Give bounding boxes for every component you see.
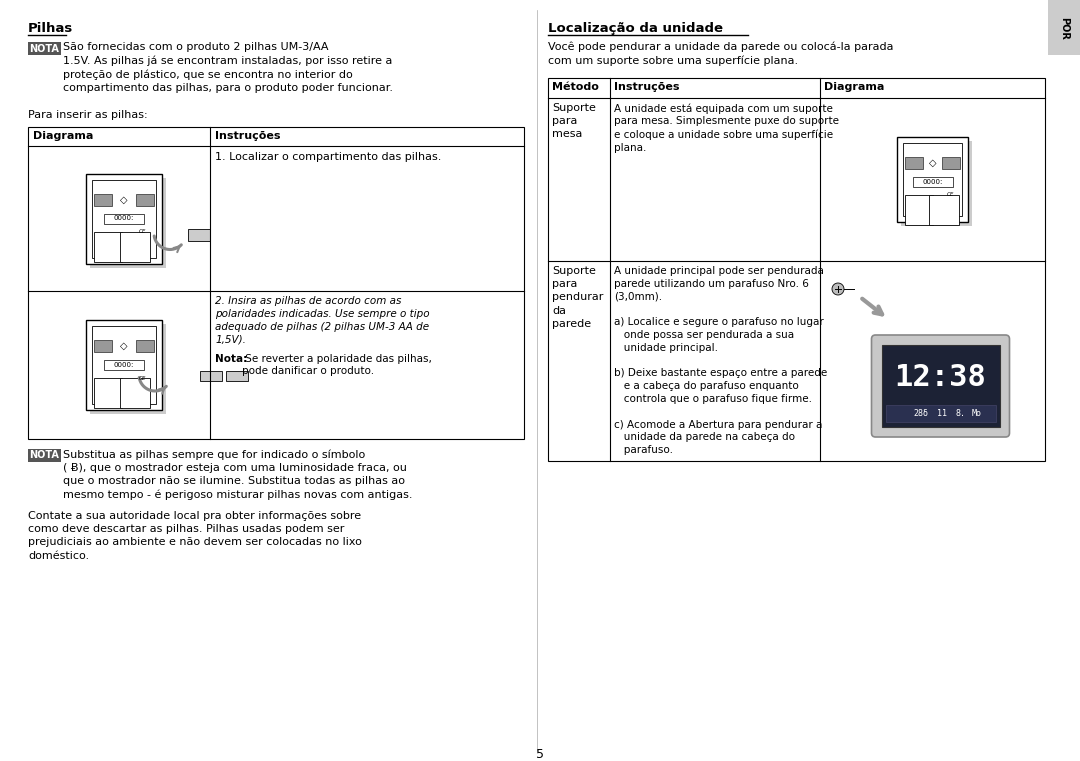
Bar xyxy=(905,157,922,169)
Text: 8.: 8. xyxy=(956,409,966,419)
Text: Pilhas: Pilhas xyxy=(28,22,73,35)
Bar xyxy=(86,320,162,410)
Bar xyxy=(94,193,112,205)
Bar xyxy=(28,449,60,462)
Text: NOTA: NOTA xyxy=(29,43,59,53)
Text: 5: 5 xyxy=(536,748,544,761)
Bar xyxy=(1048,0,1080,55)
Text: Substitua as pilhas sempre que for indicado o símbolo
( Ƀ), que o mostrador este: Substitua as pilhas sempre que for indic… xyxy=(63,449,413,500)
Text: A unidade está equipada com um suporte
para mesa. Simplesmente puxe do suporte
e: A unidade está equipada com um suporte p… xyxy=(615,103,839,152)
Text: Instruções: Instruções xyxy=(615,82,679,92)
Bar xyxy=(200,371,222,381)
Text: 0000:: 0000: xyxy=(113,215,134,221)
Text: Diagrama: Diagrama xyxy=(33,131,93,141)
Bar xyxy=(881,345,999,427)
Bar xyxy=(120,231,150,262)
Text: 12:38: 12:38 xyxy=(894,364,986,393)
Bar xyxy=(896,137,968,222)
Text: ◇: ◇ xyxy=(120,195,127,205)
Bar xyxy=(120,378,150,408)
Bar xyxy=(92,180,156,257)
Text: POR: POR xyxy=(1059,17,1069,40)
Text: São fornecidas com o produto 2 pilhas UM-3/AA
1.5V. As pilhas já se encontram in: São fornecidas com o produto 2 pilhas UM… xyxy=(63,42,393,93)
Bar xyxy=(91,177,166,268)
Text: Localização da unidade: Localização da unidade xyxy=(548,22,723,35)
Text: Método: Método xyxy=(552,82,599,92)
Bar xyxy=(548,78,1045,461)
Text: Diagrama: Diagrama xyxy=(824,82,885,92)
Text: 1. Localizar o compartimento das pilhas.: 1. Localizar o compartimento das pilhas. xyxy=(215,152,442,162)
Text: Suporte
para
mesa: Suporte para mesa xyxy=(552,103,596,139)
Bar xyxy=(28,42,60,55)
Bar xyxy=(942,157,960,169)
Bar xyxy=(188,228,210,240)
Bar xyxy=(86,174,162,263)
Text: 2. Insira as pilhas de acordo com as
polaridades indicadas. Use sempre o tipo
ad: 2. Insira as pilhas de acordo com as pol… xyxy=(215,296,430,345)
Text: Você pode pendurar a unidade da parede ou colocá-la parada
com um suporte sobre : Você pode pendurar a unidade da parede o… xyxy=(548,42,893,66)
Text: ◇: ◇ xyxy=(120,341,127,351)
Text: Nota:: Nota: xyxy=(215,354,247,364)
Text: 0000:: 0000: xyxy=(922,179,943,185)
Bar xyxy=(104,214,144,224)
Bar xyxy=(901,141,972,226)
Bar xyxy=(905,195,933,225)
Bar xyxy=(92,326,156,404)
Text: 0000:: 0000: xyxy=(113,362,134,368)
Text: 11: 11 xyxy=(937,409,947,419)
Bar xyxy=(91,324,166,414)
Text: Contate a sua autoridade local pra obter informações sobre
como deve descartar a: Contate a sua autoridade local pra obter… xyxy=(28,511,362,561)
Text: Se reverter a polaridade das pilhas,
pode danificar o produto.: Se reverter a polaridade das pilhas, pod… xyxy=(242,354,432,376)
Bar xyxy=(903,143,962,216)
Bar xyxy=(104,360,144,370)
Bar xyxy=(94,231,122,262)
Bar xyxy=(136,193,153,205)
Bar xyxy=(913,177,953,187)
Bar xyxy=(886,405,996,422)
Text: A unidade principal pode ser pendurada
parede utilizando um parafuso Nro. 6
(3,0: A unidade principal pode ser pendurada p… xyxy=(615,266,827,455)
Text: Mo: Mo xyxy=(972,409,982,419)
Bar xyxy=(929,195,959,225)
Text: 28δ: 28δ xyxy=(913,409,928,419)
Bar xyxy=(94,340,112,352)
Text: Para inserir as pilhas:: Para inserir as pilhas: xyxy=(28,110,148,120)
Text: CE: CE xyxy=(138,375,146,380)
Bar xyxy=(136,340,153,352)
Text: Suporte
para
pendurar
da
parede: Suporte para pendurar da parede xyxy=(552,266,604,329)
Text: Instruções: Instruções xyxy=(215,131,281,141)
Bar xyxy=(28,127,524,439)
FancyBboxPatch shape xyxy=(872,335,1010,437)
Circle shape xyxy=(832,283,843,295)
Bar xyxy=(226,371,248,381)
Bar xyxy=(94,378,122,408)
Text: ◇: ◇ xyxy=(929,158,936,168)
Text: CE: CE xyxy=(947,193,955,198)
Text: CE: CE xyxy=(138,229,146,234)
Text: NOTA: NOTA xyxy=(29,451,59,460)
